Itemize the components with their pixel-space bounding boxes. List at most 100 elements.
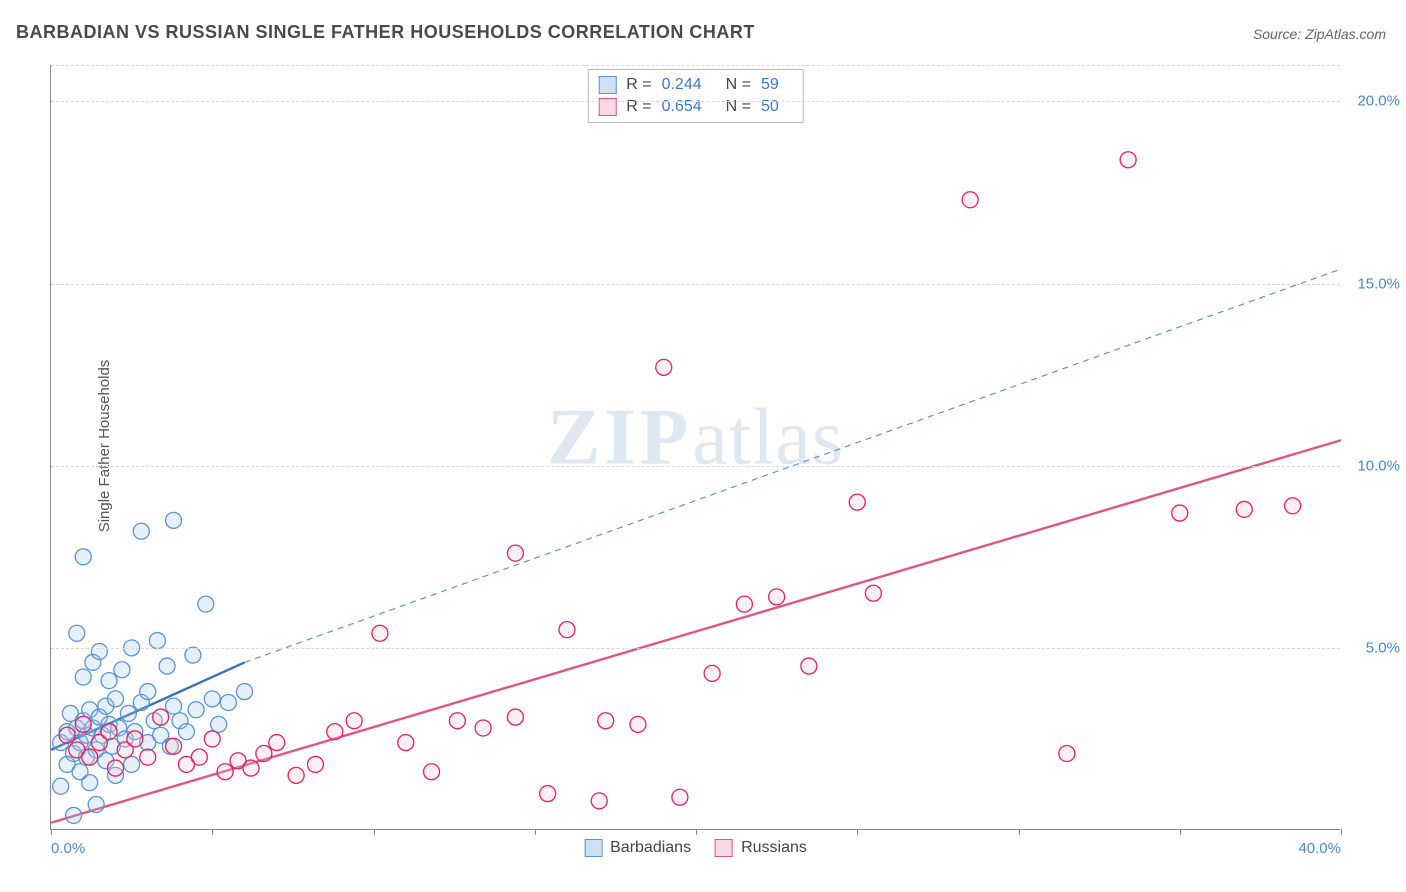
data-point <box>656 359 672 375</box>
x-tick <box>212 829 213 835</box>
data-point <box>346 713 362 729</box>
data-point <box>449 713 465 729</box>
data-point <box>220 695 236 711</box>
series-legend: Barbadians Russians <box>584 839 807 857</box>
data-point <box>59 727 75 743</box>
data-point <box>1236 501 1252 517</box>
source-attribution: Source: ZipAtlas.com <box>1253 26 1386 42</box>
gridline <box>51 101 1340 102</box>
legend-item-barbadians: Barbadians <box>584 839 691 857</box>
data-point <box>114 662 130 678</box>
data-point <box>166 738 182 754</box>
correlation-legend: R = 0.244 N = 59 R = 0.654 N = 50 <box>587 69 804 123</box>
data-point <box>507 709 523 725</box>
data-point <box>1120 152 1136 168</box>
data-point <box>91 644 107 660</box>
data-point <box>75 549 91 565</box>
data-point <box>801 658 817 674</box>
swatch-barbadians-icon <box>584 839 602 857</box>
data-point <box>204 731 220 747</box>
data-point <box>198 596 214 612</box>
data-point <box>124 756 140 772</box>
data-point <box>178 724 194 740</box>
data-point <box>108 760 124 776</box>
data-point <box>256 746 272 762</box>
x-tick <box>1019 829 1020 835</box>
y-tick-label: 5.0% <box>1366 639 1400 656</box>
data-point <box>101 673 117 689</box>
data-point <box>188 702 204 718</box>
data-point <box>672 789 688 805</box>
chart-title: BARBADIAN VS RUSSIAN SINGLE FATHER HOUSE… <box>16 22 755 43</box>
legend-row-barbadians: R = 0.244 N = 59 <box>598 74 793 96</box>
data-point <box>82 775 98 791</box>
y-tick-label: 15.0% <box>1357 275 1400 292</box>
gridline <box>51 65 1340 66</box>
data-point <box>372 625 388 641</box>
data-point <box>217 764 233 780</box>
data-point <box>962 192 978 208</box>
swatch-barbadians-icon <box>598 76 616 94</box>
x-tick-label: 40.0% <box>1298 840 1341 857</box>
x-tick <box>696 829 697 835</box>
data-point <box>153 709 169 725</box>
data-point <box>140 684 156 700</box>
x-tick <box>857 829 858 835</box>
data-point <box>424 764 440 780</box>
data-point <box>211 716 227 732</box>
data-point <box>1172 505 1188 521</box>
data-point <box>849 494 865 510</box>
x-tick <box>1180 829 1181 835</box>
x-tick <box>535 829 536 835</box>
data-point <box>159 658 175 674</box>
legend-n-value-barbadians: 59 <box>761 76 779 94</box>
gridline <box>51 284 1340 285</box>
data-point <box>185 647 201 663</box>
legend-row-russians: R = 0.654 N = 50 <box>598 96 793 118</box>
data-point <box>127 731 143 747</box>
data-point <box>1059 746 1075 762</box>
plot-svg <box>51 65 1340 829</box>
data-point <box>66 807 82 823</box>
data-point <box>133 523 149 539</box>
gridline <box>51 648 1340 649</box>
data-point <box>865 585 881 601</box>
data-point <box>540 786 556 802</box>
data-point <box>88 797 104 813</box>
data-point <box>559 622 575 638</box>
data-point <box>75 669 91 685</box>
data-point <box>243 760 259 776</box>
data-point <box>149 633 165 649</box>
data-point <box>53 778 69 794</box>
data-point <box>736 596 752 612</box>
data-point <box>475 720 491 736</box>
data-point <box>166 698 182 714</box>
x-tick-label: 0.0% <box>51 840 85 857</box>
data-point <box>307 756 323 772</box>
data-point <box>398 735 414 751</box>
y-tick-label: 20.0% <box>1357 93 1400 110</box>
data-point <box>140 749 156 765</box>
data-point <box>120 705 136 721</box>
data-point <box>269 735 285 751</box>
x-tick <box>51 829 52 835</box>
legend-label: Russians <box>741 839 807 857</box>
gridline <box>51 466 1340 467</box>
data-point <box>82 749 98 765</box>
data-point <box>204 691 220 707</box>
legend-item-russians: Russians <box>715 839 807 857</box>
data-point <box>591 793 607 809</box>
legend-r-value-barbadians: 0.244 <box>662 76 702 94</box>
data-point <box>101 724 117 740</box>
data-point <box>630 716 646 732</box>
data-point <box>598 713 614 729</box>
legend-label: Barbadians <box>610 839 691 857</box>
data-point <box>769 589 785 605</box>
data-point <box>237 684 253 700</box>
x-tick <box>374 829 375 835</box>
data-point <box>166 512 182 528</box>
data-point <box>507 545 523 561</box>
legend-n-label: N = <box>726 76 751 94</box>
chart-plot-area: ZIPatlas R = 0.244 N = 59 R = 0.654 N = … <box>50 65 1340 830</box>
x-tick <box>1341 829 1342 835</box>
